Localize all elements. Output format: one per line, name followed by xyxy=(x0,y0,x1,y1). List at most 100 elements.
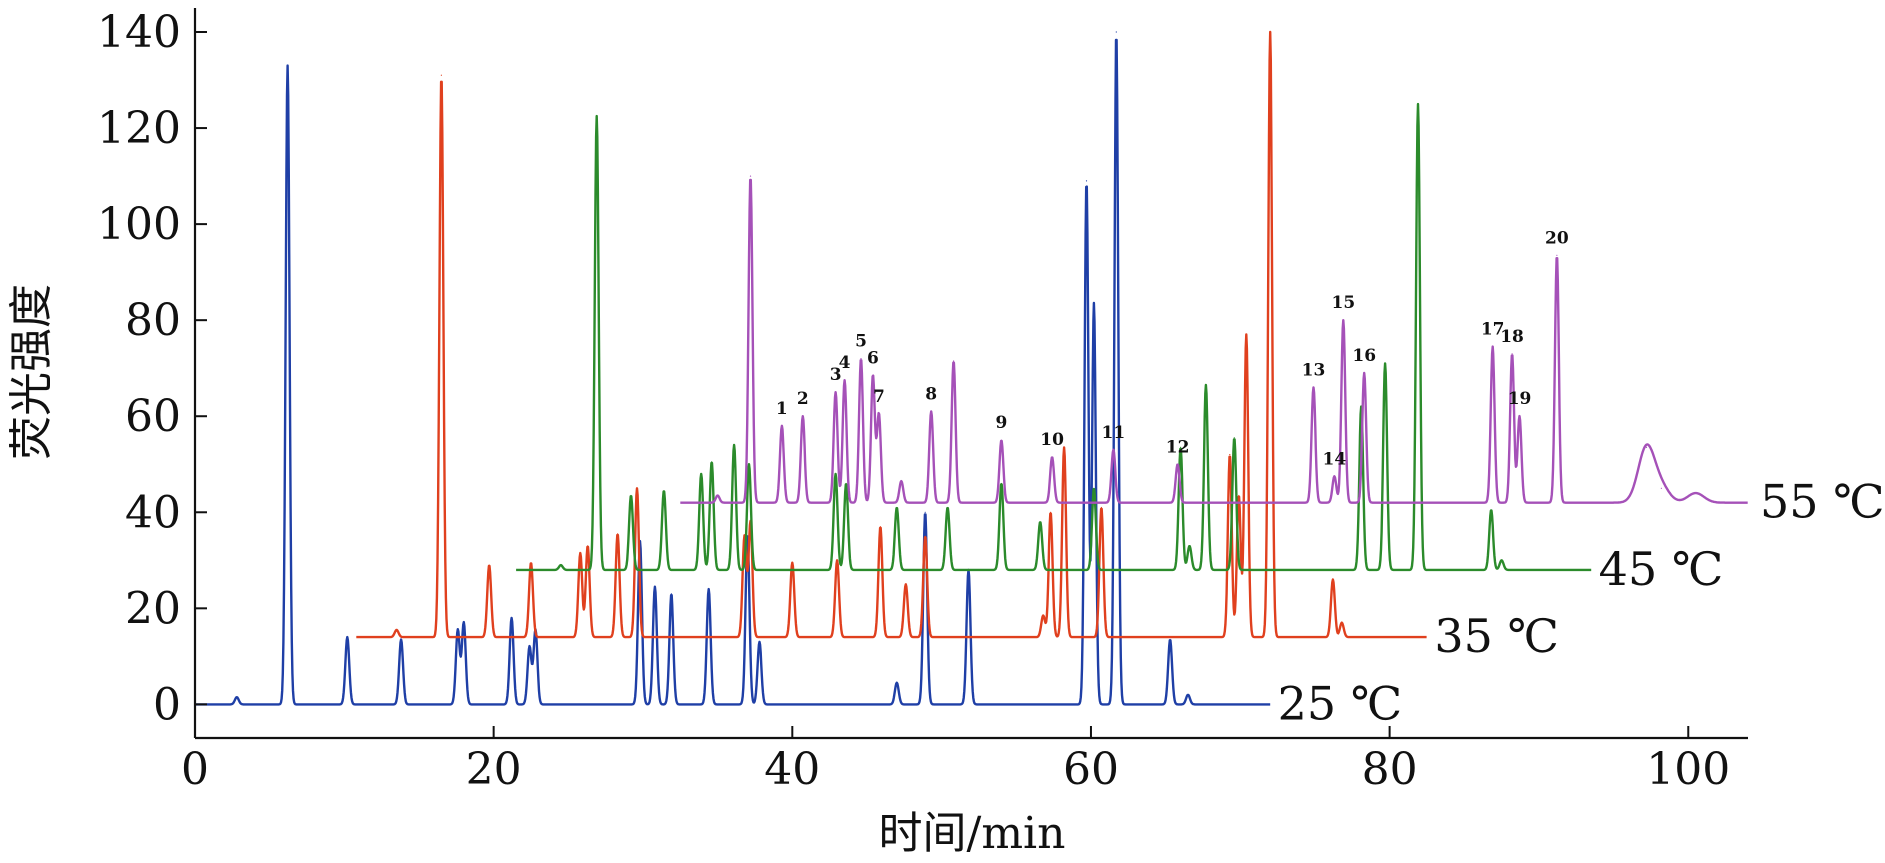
peak-point xyxy=(947,506,949,509)
peak-point xyxy=(802,415,804,417)
peak-point xyxy=(1490,509,1492,511)
x-tick-label: 40 xyxy=(764,744,820,795)
series-label: 55 ℃ xyxy=(1760,475,1885,529)
peak-point xyxy=(1341,622,1343,624)
peak-point xyxy=(700,473,702,475)
peak-point xyxy=(879,526,882,528)
peak-point xyxy=(743,535,746,537)
peak-point xyxy=(733,444,735,446)
y-tick-label: 80 xyxy=(125,295,181,346)
series-trace xyxy=(515,102,1592,572)
peak-number-label: 5 xyxy=(855,332,867,352)
x-axis-title: 时间/min xyxy=(879,808,1066,859)
peak-point xyxy=(1695,492,1697,494)
y-axis-title: 荧光强度 xyxy=(6,284,57,460)
peak-point xyxy=(1238,494,1240,497)
peak-number-label: 6 xyxy=(867,348,879,368)
peak-point xyxy=(1093,487,1095,489)
peak-point xyxy=(1229,454,1231,456)
peak-point xyxy=(1269,31,1271,33)
peak-point xyxy=(488,564,490,566)
peak-point xyxy=(654,586,656,588)
peak-point xyxy=(236,696,238,698)
peak-point xyxy=(748,463,750,465)
peak-point xyxy=(1180,446,1182,448)
y-tick-label: 40 xyxy=(125,487,181,538)
peak-point xyxy=(749,175,752,177)
peak-point xyxy=(663,490,665,492)
peak-point xyxy=(878,413,880,415)
peak-point xyxy=(836,559,838,561)
peak-point xyxy=(1233,437,1235,439)
axes xyxy=(193,8,1748,740)
peak-number-label: 17 xyxy=(1481,320,1505,340)
peak-point xyxy=(1115,31,1117,33)
peak-point xyxy=(596,115,598,117)
peak-point xyxy=(1050,511,1052,513)
peak-point xyxy=(457,629,459,631)
peak-point xyxy=(463,622,465,624)
peak-point xyxy=(560,564,562,566)
peak-point xyxy=(1177,463,1179,465)
peak-point xyxy=(1188,545,1191,547)
series-3: 45 ℃ xyxy=(515,102,1724,596)
peak-point xyxy=(1187,694,1189,696)
series-1: 25 ℃ xyxy=(194,31,1402,730)
peak-point xyxy=(1417,103,1419,105)
x-tick-label: 0 xyxy=(181,744,209,795)
peak-number-label: 16 xyxy=(1352,346,1376,366)
peak-point xyxy=(781,425,783,427)
peak-point xyxy=(708,588,710,590)
peak-point xyxy=(1332,578,1334,581)
y-tick-label: 20 xyxy=(125,583,181,634)
series-label: 35 ℃ xyxy=(1434,609,1559,663)
peak-point xyxy=(717,494,719,497)
peak-point xyxy=(587,545,589,547)
series-2: 35 ℃ xyxy=(355,30,1559,663)
peak-point xyxy=(1518,415,1521,417)
peak-point xyxy=(1556,254,1558,256)
peak-point xyxy=(1093,302,1095,304)
peak-point xyxy=(1511,353,1513,355)
peak-point xyxy=(896,506,898,509)
peak-number-label: 7 xyxy=(873,387,885,407)
x-tick-label: 100 xyxy=(1646,744,1730,795)
peak-point xyxy=(872,374,874,376)
peak-point xyxy=(1312,386,1315,388)
peak-point xyxy=(1063,446,1065,448)
peak-point xyxy=(346,636,348,638)
peak-point xyxy=(528,646,531,648)
peak-point xyxy=(636,487,638,489)
peak-point xyxy=(1660,487,1662,489)
peak-point xyxy=(930,410,932,412)
series-label: 45 ℃ xyxy=(1599,542,1724,596)
y-tick-label: 100 xyxy=(97,199,181,250)
peak-point xyxy=(287,65,289,67)
peak-point xyxy=(711,461,713,463)
series-trace xyxy=(194,38,1271,706)
peak-point xyxy=(900,480,902,482)
peak-point xyxy=(1333,475,1335,477)
peak-point xyxy=(835,473,837,475)
peak-number-label: 1 xyxy=(776,399,788,419)
peak-point xyxy=(953,360,955,362)
peak-point xyxy=(579,552,581,554)
peak-point xyxy=(791,562,793,564)
peak-number-label: 8 xyxy=(925,384,937,404)
peak-number-label: 18 xyxy=(1500,327,1524,347)
peak-point xyxy=(1501,559,1503,561)
peak-point xyxy=(1169,638,1171,641)
peak-number-label: 2 xyxy=(797,389,809,409)
peak-number-label: 3 xyxy=(830,365,842,385)
peak-point xyxy=(670,593,673,595)
peak-point xyxy=(1112,449,1114,451)
y-tick-label: 0 xyxy=(153,679,181,730)
peak-number-label: 19 xyxy=(1508,389,1532,409)
peak-point xyxy=(924,535,926,537)
x-tick-label: 80 xyxy=(1362,744,1418,795)
peak-point xyxy=(845,482,847,485)
peak-point xyxy=(1100,506,1102,509)
y-tick-label: 60 xyxy=(125,391,181,442)
